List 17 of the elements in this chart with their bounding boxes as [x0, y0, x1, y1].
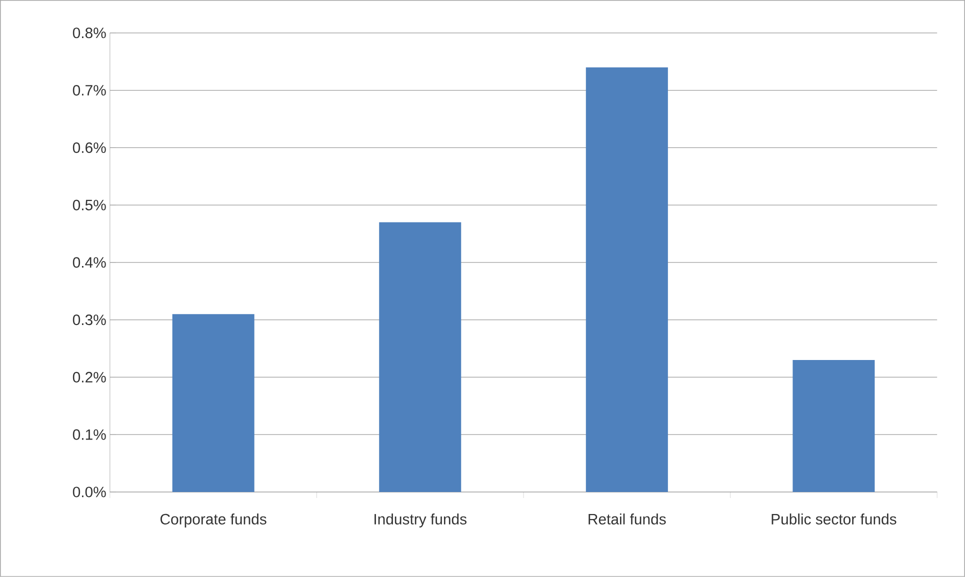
y-tick-label: 0.7% — [72, 85, 106, 96]
y-tick-label: 0.4% — [72, 257, 106, 268]
y-tick-label: 0.2% — [72, 372, 106, 383]
y-tick-label: 0.8% — [72, 28, 106, 38]
x-tick-label: Industry funds — [374, 514, 466, 528]
x-tick-label: Retail funds — [588, 514, 666, 525]
bar — [792, 360, 875, 492]
bar — [586, 67, 668, 492]
x-tick-label: Public sector funds — [772, 514, 896, 525]
bar — [172, 314, 254, 492]
y-tick-label: 0.3% — [72, 314, 106, 326]
y-tick-label: 0.6% — [72, 142, 106, 153]
y-tick-label: 0.1% — [72, 429, 106, 440]
bar — [379, 222, 462, 492]
y-tick-label: 0.5% — [72, 200, 106, 210]
y-tick-label: 0.0% — [72, 486, 106, 498]
x-tick-label: Corporate funds — [160, 514, 266, 528]
